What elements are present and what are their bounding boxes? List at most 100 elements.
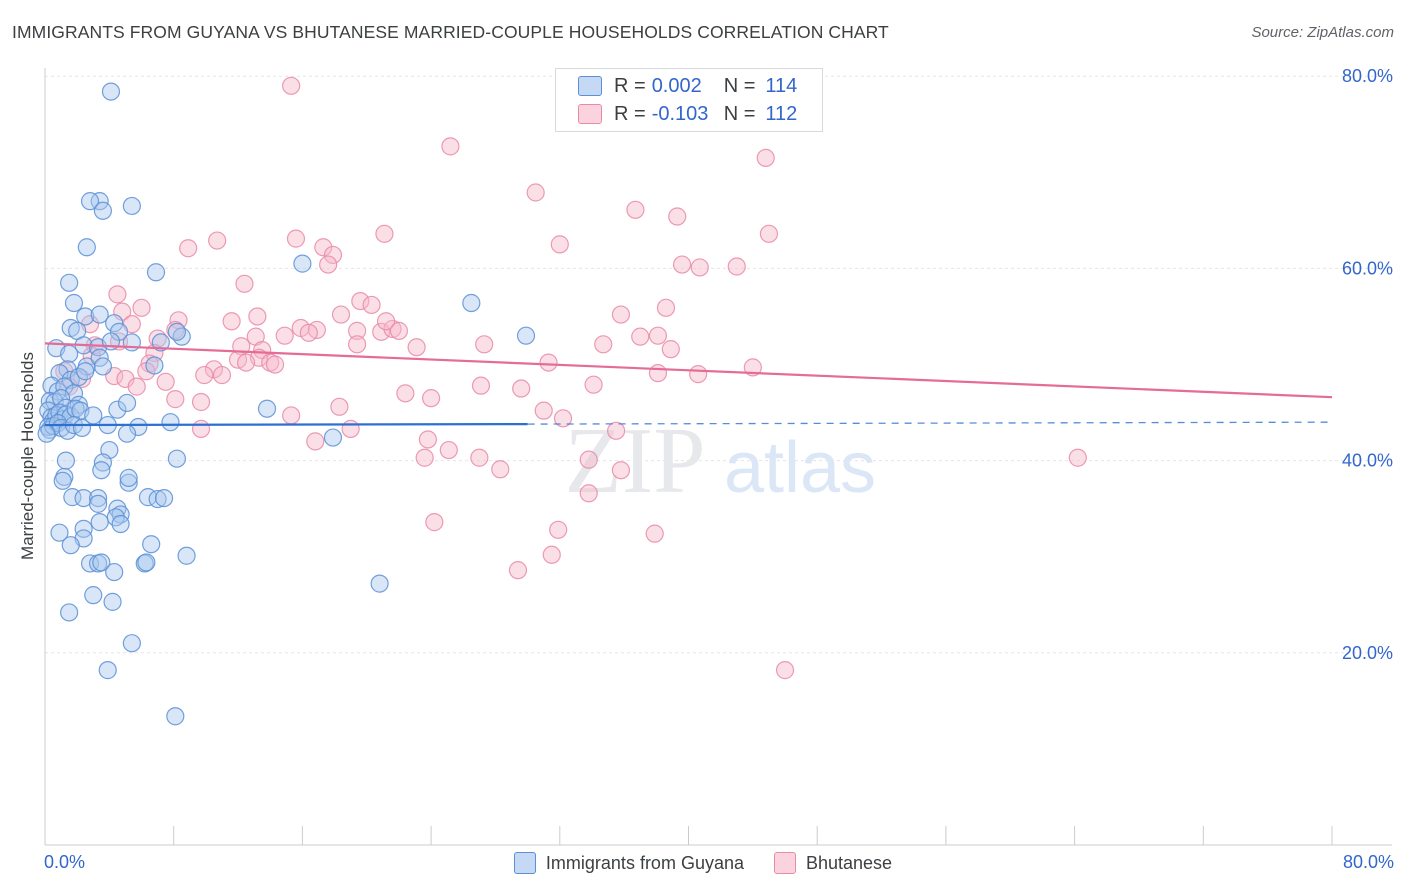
guyana-point: [76, 362, 95, 381]
bhutanese-point: [282, 406, 301, 425]
legend-label-guyana: Immigrants from Guyana: [545, 852, 744, 873]
bhutanese-point: [549, 520, 568, 539]
x-axis-min-label: 0.0%: [44, 852, 86, 872]
bhutanese-point: [323, 245, 343, 265]
bhutanese-point: [375, 224, 394, 243]
bhutanese-point: [212, 365, 232, 385]
legend-item-guyana[interactable]: Immigrants from Guyana: [513, 852, 744, 874]
bhutanese-point: [372, 322, 391, 341]
legend-swatch-pink: [773, 852, 796, 874]
guyana-point: [145, 356, 164, 375]
guyana-point: [88, 488, 108, 508]
r-value-bhutanese: -0.103: [651, 102, 709, 125]
bhutanese-point: [191, 419, 211, 438]
n-label: N =: [723, 74, 756, 97]
bhutanese-point: [775, 661, 795, 680]
n-value-guyana: 114: [765, 74, 798, 97]
bhutanese-point: [607, 421, 626, 440]
bhutanese-point: [132, 298, 151, 317]
guyana-point: [50, 523, 69, 542]
guyana-point: [72, 418, 92, 438]
bhutanese-point: [156, 372, 175, 391]
n-value-bhutanese: 112: [765, 102, 798, 125]
guyana-point: [53, 471, 72, 490]
bhutanese-point: [439, 440, 458, 460]
guyana-point: [135, 554, 154, 573]
bhutanese-trend-line: [44, 342, 1333, 399]
guyana-point: [92, 461, 111, 480]
bhutanese-point: [626, 200, 645, 219]
bhutanese-point: [362, 295, 381, 315]
guyana-point: [122, 196, 141, 216]
bhutanese-point: [759, 224, 779, 243]
guyana-point: [60, 603, 79, 622]
y-tick-label: 80.0%: [1342, 66, 1393, 86]
bhutanese-point: [661, 340, 680, 359]
n-label: N =: [723, 102, 756, 125]
guyana-point: [462, 293, 481, 313]
guyana-point: [167, 322, 187, 341]
guyana-trend-line: [44, 422, 528, 427]
guyana-point: [92, 553, 111, 572]
bhutanese-point: [282, 76, 301, 95]
guyana-trend-extension: [527, 421, 1333, 425]
bhutanese-point: [331, 305, 351, 324]
bhutanese-point: [330, 397, 349, 416]
guyana-point: [154, 488, 174, 508]
bhutanese-point: [376, 312, 396, 331]
guyana-point: [51, 389, 71, 408]
series-bhutanese-points: [55, 76, 1087, 680]
bhutanese-point: [191, 392, 211, 412]
bhutanese-point: [314, 238, 333, 257]
legend: Immigrants from Guyana Bhutanese: [0, 852, 1406, 874]
bhutanese-point: [235, 274, 254, 293]
bhutanese-point: [441, 137, 460, 156]
guyana-point: [64, 293, 84, 313]
stats-row-guyana: R = 0.002 N = 114: [578, 72, 797, 100]
guyana-point: [111, 514, 130, 534]
legend-item-bhutanese[interactable]: Bhutanese: [773, 852, 893, 874]
guyana-point: [516, 326, 536, 345]
guyana-point: [60, 344, 79, 364]
bhutanese-point: [422, 389, 441, 408]
guyana-point: [103, 592, 122, 611]
bhutanese-point: [471, 376, 491, 395]
bhutanese-point: [648, 326, 668, 345]
guyana-point: [90, 192, 109, 211]
bhutanese-point: [236, 353, 256, 372]
guyana-point: [117, 424, 137, 443]
guyana-point: [122, 333, 141, 352]
guyana-point: [105, 562, 124, 582]
guyana-point: [161, 413, 180, 432]
bhutanese-point: [415, 448, 434, 467]
bhutanese-point: [539, 353, 558, 372]
guyana-point: [119, 473, 138, 492]
bhutanese-point: [542, 545, 561, 564]
series-guyana-points: [37, 82, 536, 726]
y-tick-label: 20.0%: [1342, 643, 1393, 663]
bhutanese-point: [319, 255, 338, 274]
bhutanese-point: [656, 298, 676, 317]
bhutanese-point: [179, 239, 198, 258]
bhutanese-point: [351, 291, 370, 311]
bhutanese-point: [491, 460, 510, 479]
legend-label-bhutanese: Bhutanese: [805, 852, 893, 873]
bhutanese-point: [611, 461, 631, 480]
guyana-point: [167, 449, 187, 468]
watermark-atlas: atlas: [724, 428, 876, 508]
bhutanese-point: [166, 390, 185, 409]
bhutanese-point: [299, 323, 318, 342]
guyana-point: [370, 574, 389, 593]
bhutanese-point: [689, 365, 708, 384]
guyana-point: [56, 451, 76, 470]
guyana-point: [293, 254, 312, 273]
bhutanese-point: [743, 358, 762, 377]
bhutanese-point: [690, 258, 709, 277]
bhutanese-point: [611, 305, 631, 324]
bhutanese-point: [631, 327, 650, 346]
bhutanese-point: [727, 257, 746, 276]
bhutanese-point: [347, 335, 367, 354]
guyana-point: [137, 553, 156, 572]
guyana-point: [119, 468, 138, 488]
axes: [44, 68, 1392, 846]
